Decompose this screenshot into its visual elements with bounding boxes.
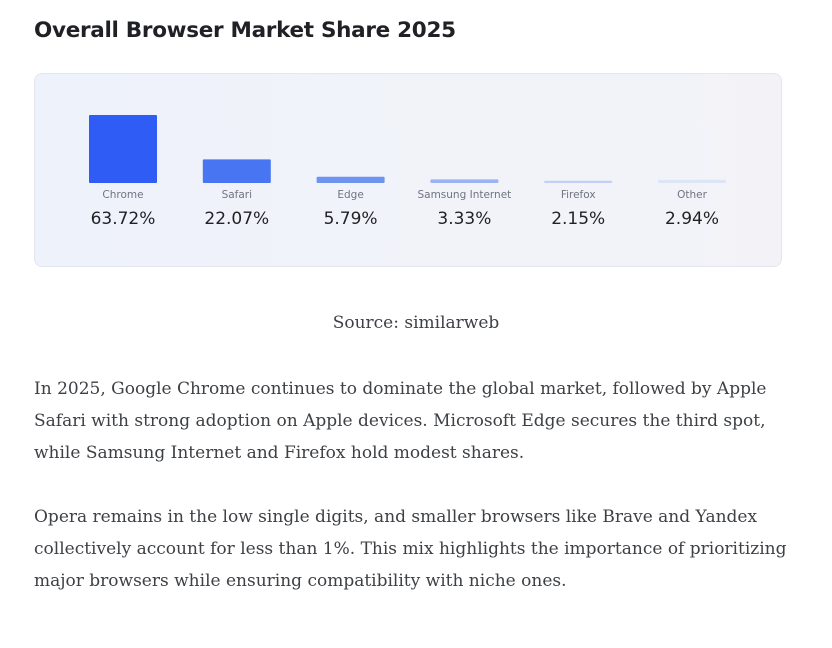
source-caption: Source: similarweb [332,313,500,333]
bar-other [658,179,726,183]
paragraph-intro: In 2025, Google Chrome continues to domi… [34,379,767,463]
bar-chrome [89,115,157,183]
value-label-other: 2.94% [665,209,719,229]
category-label-firefox: Firefox [561,189,596,201]
bar-firefox [544,180,613,183]
value-label-firefox: 2.15% [551,209,605,229]
bar-safari [202,159,271,183]
category-label-samsung-internet: Samsung Internet [417,189,511,201]
category-label-other: Other [677,189,707,201]
value-label-chrome: 63.72% [91,209,156,229]
value-label-safari: 22.07% [204,209,269,229]
category-label-chrome: Chrome [102,189,143,201]
value-label-edge: 5.79% [324,209,378,229]
bar-chart: Chrome 63.72% Safari 22.07% Edge 5.79% Samsung… [89,115,726,229]
bar-edge [316,176,385,183]
bar-samsung-internet [430,179,499,183]
value-label-samsung-internet: 3.33% [437,209,491,229]
category-label-edge: Edge [337,189,363,201]
paragraph-detail: Opera remains in the low single digits, … [34,507,787,591]
page-title: Overall Browser Market Share 2025 [34,18,456,43]
category-label-safari: Safari [222,189,252,201]
chart-card: Chrome 63.72% Safari 22.07% Edge 5.79% Samsung… [34,73,782,267]
